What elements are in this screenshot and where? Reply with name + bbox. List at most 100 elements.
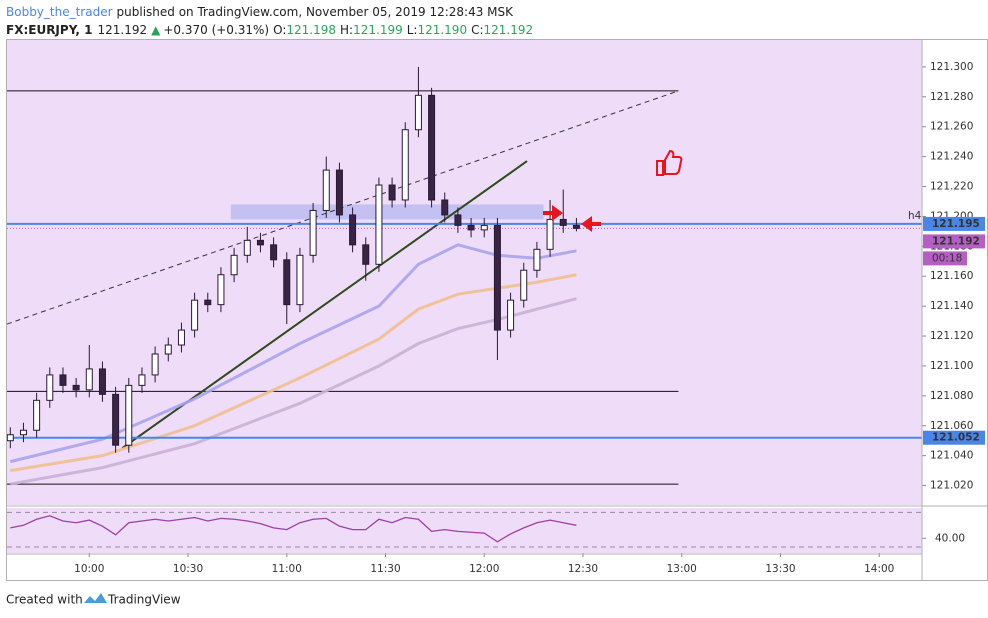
candle-body: [243, 239, 251, 256]
candle-body: [533, 248, 541, 271]
moving-average: [10, 297, 577, 486]
candle-body: [546, 218, 554, 250]
y-tick-label: 121.240: [930, 151, 973, 163]
oscillator-tick-label: 40.00: [935, 532, 965, 544]
published: published on TradingView.com, November 0…: [117, 5, 515, 19]
candle-body: [322, 169, 330, 211]
thumbs-up-icon: [656, 149, 683, 176]
price-label: 121.195: [932, 218, 980, 230]
ohlc-label: C:: [471, 23, 483, 37]
last: 121.192: [97, 23, 147, 37]
candle-body: [414, 94, 422, 131]
candle-body: [375, 184, 383, 265]
y-tick-label: 121.080: [930, 390, 973, 402]
candle-body: [217, 274, 225, 306]
x-tick-label: 11:30: [370, 563, 400, 575]
candle-body: [33, 399, 41, 431]
candle-body: [559, 218, 567, 226]
y-tick-label: 121.280: [930, 91, 973, 103]
candle-body: [164, 344, 172, 355]
zone: [230, 204, 544, 220]
symbol-line: FX:EURJPY, 1 121.192 ▲ +0.370 (+0.31%) O:121…: [6, 23, 533, 37]
y-tick-label: 121.040: [930, 450, 973, 462]
ohlc-value: 121.190: [417, 23, 467, 37]
candle-body: [230, 254, 238, 276]
x-tick-label: 13:00: [667, 563, 697, 575]
price-label-box: [923, 216, 985, 231]
candle-body: [388, 184, 396, 201]
moving-average: [10, 273, 577, 473]
y-tick-label: 121.260: [930, 121, 973, 133]
ohlc-value: 121.192: [484, 23, 534, 37]
x-tick-label: 12:00: [469, 563, 499, 575]
y-tick-label: 121.160: [930, 270, 973, 282]
candle-body: [454, 214, 462, 226]
logo-icon: [84, 593, 107, 603]
header-line: Bobby_the_trader published on TradingView…: [6, 5, 514, 19]
moving-average: [9, 243, 577, 464]
candle-body: [401, 129, 409, 201]
candle-body: [362, 244, 370, 265]
x-tick-label: 10:30: [173, 563, 203, 575]
ohlc-value: 121.198: [286, 23, 336, 37]
candle-body: [46, 374, 54, 401]
arrow: ▲: [151, 23, 161, 37]
symbol: FX:EURJPY, 1: [6, 23, 92, 37]
candle-body: [204, 299, 212, 306]
x-tick-label: 12:30: [568, 563, 598, 575]
price-label: 121.052: [932, 432, 980, 444]
price-label-box: [923, 430, 985, 445]
oscillator-line: [10, 515, 577, 543]
candle-body: [572, 224, 580, 229]
ohlc-label: H:: [340, 23, 353, 37]
candle-body: [335, 169, 343, 216]
last-price-box: [923, 234, 985, 249]
candle-body: [428, 94, 436, 201]
y-tick-label: 121.220: [930, 181, 973, 193]
y-tick-label: 121.120: [930, 330, 973, 342]
candle-body: [507, 299, 515, 331]
ohlc-label: O:: [273, 23, 286, 37]
x-tick-label: 11:00: [272, 563, 302, 575]
y-tick-label: 121.060: [930, 420, 973, 432]
oscillator-pane: [7, 508, 922, 553]
y-tick-label: 121.020: [930, 480, 973, 492]
candle-body: [85, 368, 93, 391]
candle-body: [480, 224, 488, 231]
candle-body: [309, 209, 317, 256]
author[interactable]: Bobby_the_trader: [6, 5, 113, 19]
footer-brand[interactable]: TradingView: [107, 593, 181, 607]
countdown-box: [923, 251, 967, 266]
x-tick-label: 14:00: [864, 563, 894, 575]
candle-body: [72, 384, 80, 391]
y-tick-label: 121.100: [930, 360, 973, 372]
last-price-label: 121.192: [932, 235, 980, 247]
candle-body: [19, 429, 27, 436]
candle-body: [98, 368, 106, 395]
candle-body: [59, 374, 67, 386]
y-tick-label: 121.140: [930, 300, 973, 312]
y-tick-label: 121.300: [930, 61, 973, 73]
candle-body: [296, 254, 304, 306]
candle-body: [520, 269, 528, 301]
candle-body: [467, 224, 475, 231]
candle-body: [191, 299, 199, 331]
candle-body: [177, 329, 185, 346]
x-tick-label: 13:30: [765, 563, 795, 575]
footer-text: Created with: [6, 593, 83, 607]
plot-area: [7, 40, 922, 505]
candle-body: [493, 224, 501, 331]
arrow-left-icon: [581, 216, 601, 232]
candle-body: [256, 239, 264, 246]
candle-body: [125, 384, 133, 446]
candle-body: [283, 259, 291, 306]
candle-body: [112, 393, 120, 446]
candle-body: [151, 353, 159, 376]
level-note: h4: [908, 210, 922, 222]
ohlc-value: 121.199: [353, 23, 403, 37]
candle-body: [6, 434, 14, 442]
candle-body: [349, 214, 357, 246]
arrow-right-icon: [543, 205, 563, 221]
candle-body: [441, 199, 449, 216]
